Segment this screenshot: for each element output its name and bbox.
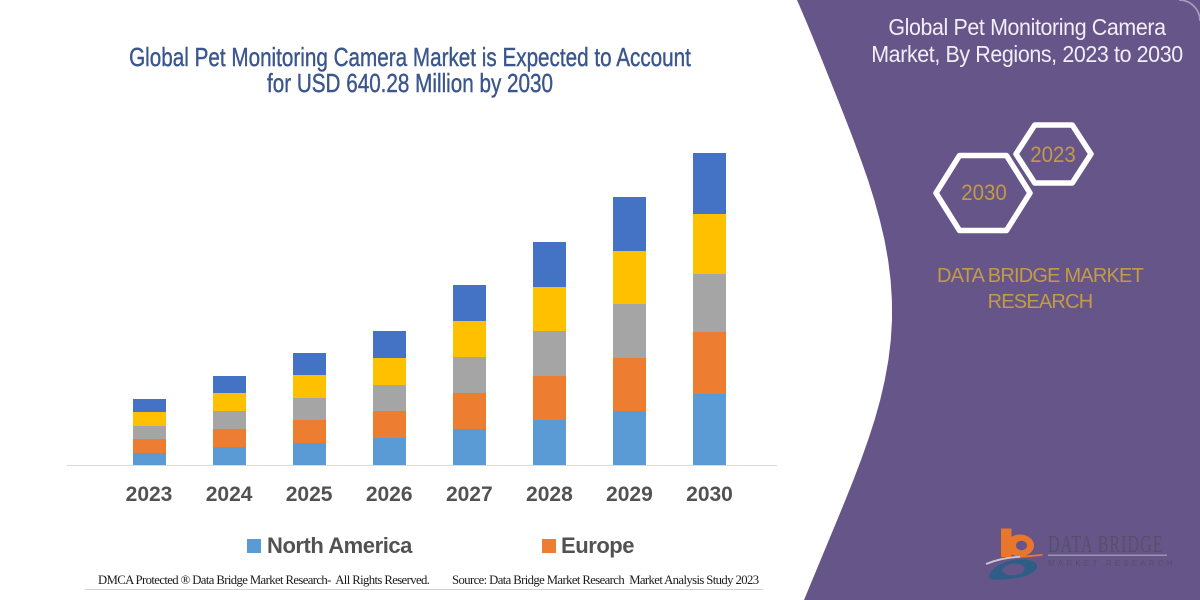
svg-text:MARKET RESEARCH: MARKET RESEARCH [1048, 559, 1176, 568]
svg-text:DATA BRIDGE: DATA BRIDGE [1048, 532, 1164, 558]
